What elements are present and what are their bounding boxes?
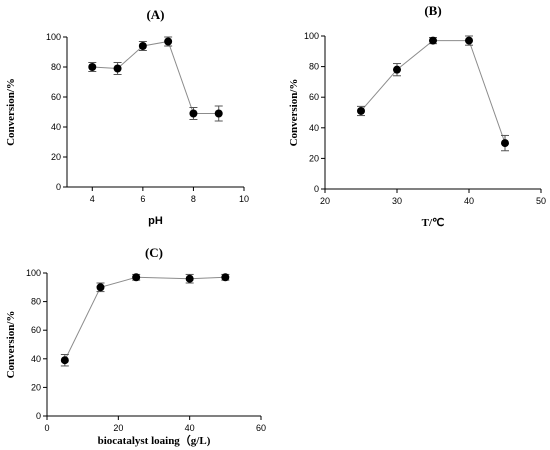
panel-title: (C)	[145, 245, 163, 260]
data-point	[189, 109, 198, 118]
y-tick-label: 60	[51, 92, 61, 102]
x-axis-label: biocatalyst loaing（g/L)	[98, 434, 211, 447]
y-axis-label: Conversion/%	[5, 311, 17, 379]
y-tick-label: 60	[309, 92, 319, 102]
data-point	[393, 65, 401, 74]
x-tick-label: 50	[536, 196, 546, 206]
panel-title: (A)	[146, 7, 164, 22]
panel-a: 0 20 40 60 80 100 4 6 8 10 (A) pH Conversion/%	[5, 7, 249, 227]
data-point	[221, 273, 230, 282]
x-tick-label: 20	[320, 196, 330, 206]
y-tick-label: 40	[51, 122, 61, 132]
y-tick-label: 80	[309, 62, 319, 72]
y-tick-label: 60	[31, 325, 41, 335]
series-line	[360, 40, 506, 144]
x-tick-label: 40	[464, 196, 474, 206]
data-point	[357, 106, 365, 115]
y-tick-label: 40	[31, 354, 41, 364]
x-tick-label: 0	[44, 423, 49, 433]
x-tick-label: 8	[191, 194, 196, 204]
x-axis-label: pH	[148, 215, 163, 227]
y-tick-label: 80	[31, 297, 41, 307]
y-tick-label: 0	[36, 411, 41, 421]
x-tick-label: 4	[90, 194, 95, 204]
data-point	[214, 109, 223, 118]
x-tick-label: 20	[113, 423, 123, 433]
data-point	[96, 283, 105, 292]
data-point	[138, 42, 147, 50]
series-line	[92, 40, 219, 114]
data-point	[60, 356, 69, 365]
data-point	[465, 36, 473, 45]
y-tick-label: 0	[314, 184, 319, 194]
y-axis-label: Conversion/%	[288, 79, 300, 147]
data-point	[164, 37, 173, 46]
panel-title: (B)	[424, 3, 441, 18]
y-tick-label: 100	[26, 268, 41, 278]
x-axis-label: T/℃	[422, 217, 445, 229]
x-tick-label: 10	[239, 194, 249, 204]
y-tick-label: 100	[46, 32, 61, 42]
data-point	[132, 273, 141, 282]
series-line	[64, 276, 226, 361]
data-point	[113, 64, 122, 73]
x-tick-label: 30	[392, 196, 402, 206]
y-tick-label: 80	[51, 62, 61, 72]
y-tick-label: 20	[309, 153, 319, 163]
x-tick-label: 60	[256, 423, 266, 433]
x-tick-label: 6	[140, 194, 145, 204]
y-tick-label: 20	[31, 382, 41, 392]
y-tick-label: 0	[56, 182, 61, 192]
data-point	[185, 274, 194, 283]
panel-c: 0 20 40 60 80 100 0 20 40 60 (C) biocatalyst loaing…	[5, 245, 266, 447]
y-tick-label: 20	[51, 152, 61, 162]
data-point	[501, 139, 509, 148]
y-tick-label: 40	[309, 123, 319, 133]
y-axis-label: Conversion/%	[5, 78, 17, 146]
data-point	[429, 36, 437, 45]
data-point	[88, 63, 97, 71]
x-tick-label: 40	[185, 423, 195, 433]
y-tick-label: 100	[304, 31, 319, 41]
